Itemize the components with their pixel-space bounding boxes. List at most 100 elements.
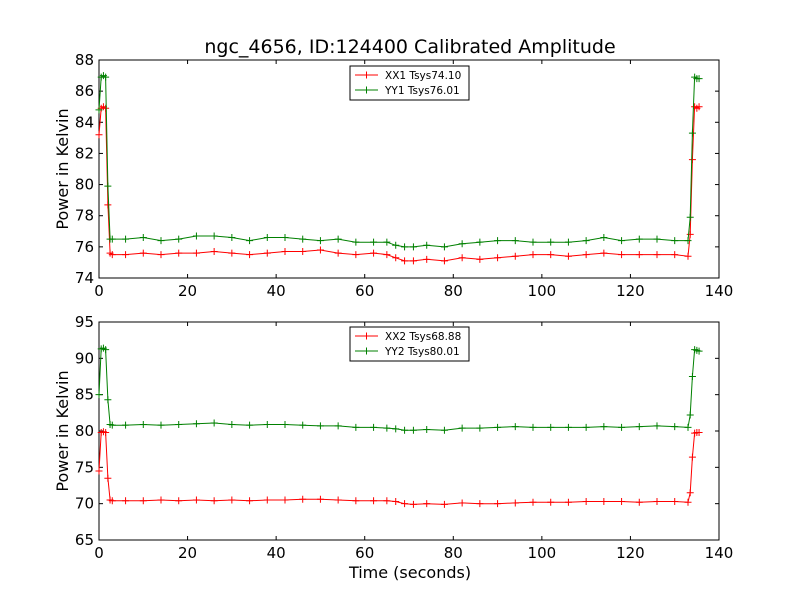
- top-xtick-label: 100: [528, 282, 557, 300]
- bottom-series-0-point: [695, 428, 703, 436]
- top-series-1-point: [383, 238, 391, 246]
- bottom-series-1-point: [102, 346, 110, 354]
- top-ytick-label: 76: [75, 238, 94, 256]
- top-series-0-point: [139, 249, 147, 257]
- bottom-series-1-point: [316, 422, 324, 430]
- top-series-1-point: [686, 213, 694, 221]
- top-series-0-point: [334, 249, 342, 257]
- top-series-0-point: [228, 249, 236, 257]
- bottom-series-1-point: [547, 423, 555, 431]
- bottom-series-1-point: [458, 424, 466, 432]
- top-xtick-label: 140: [705, 282, 734, 300]
- bottom-series-0-point: [122, 497, 130, 505]
- bottom-series-0-point: [653, 497, 661, 505]
- top-series-1-point: [299, 235, 307, 243]
- bottom-series-1-point: [299, 421, 307, 429]
- bottom-series-1-point: [671, 423, 679, 431]
- top-series-0-point: [684, 252, 692, 260]
- top-series-0-point: [263, 249, 271, 257]
- top-series-0-point: [423, 255, 431, 263]
- bottom-series-1-point: [246, 421, 254, 429]
- bottom-series-1-point: [210, 419, 218, 427]
- bottom-series-0-point: [686, 489, 694, 497]
- bottom-series-0-point: [383, 497, 391, 505]
- top-series-1-point: [635, 235, 643, 243]
- bottom-xtick-label: 40: [267, 544, 286, 562]
- top-series-0-point: [104, 201, 112, 209]
- bottom-xtick-label: 120: [616, 544, 645, 562]
- bottom-series-0-point: [511, 499, 519, 507]
- bottom-series-0-point: [157, 496, 165, 504]
- bottom-series-1-point: [423, 426, 431, 434]
- bottom-series-0-point: [370, 497, 378, 505]
- bottom-panel: 0 20 40 60 80 100 120 140 65 70 75 80 85 90 95 Power i…: [53, 313, 733, 562]
- bottom-series-1-point: [392, 425, 400, 433]
- top-xtick-label: 40: [267, 282, 286, 300]
- bottom-series-1-point: [192, 420, 200, 428]
- bottom-series-0-point: [582, 497, 590, 505]
- top-series-0-point: [529, 251, 537, 259]
- bottom-series-1-point: [281, 420, 289, 428]
- bottom-series-0-point: [228, 496, 236, 504]
- top-series-0-point: [122, 251, 130, 259]
- top-series-line-1: [98, 74, 700, 248]
- top-series-0-point: [299, 248, 307, 256]
- top-ytick-label: 86: [75, 82, 94, 100]
- bottom-series-0-point: [476, 500, 484, 508]
- bottom-series-0-point: [175, 497, 183, 505]
- top-series-0-point: [582, 251, 590, 259]
- top-series-1-point: [157, 237, 165, 245]
- bottom-series-0-point: [392, 497, 400, 505]
- top-series-1-point: [392, 241, 400, 249]
- top-series-1-point: [600, 234, 608, 242]
- top-legend-label-0: XX1 Tsys74.10: [385, 70, 461, 82]
- bottom-series-1-point: [494, 423, 502, 431]
- bottom-panel-legend: XX2 Tsys68.88 YY2 Tsys80.01: [349, 326, 470, 362]
- top-series-1-point: [108, 235, 116, 243]
- top-series-1-point: [246, 237, 254, 245]
- bottom-series-1-point: [108, 421, 116, 429]
- top-series-1-point: [695, 75, 703, 83]
- bottom-series-1-point: [600, 423, 608, 431]
- top-series-0-point: [392, 254, 400, 262]
- bottom-ytick-label: 80: [75, 422, 94, 440]
- top-legend-box: [349, 65, 470, 101]
- top-series-1-point: [409, 243, 417, 251]
- top-series-0-point: [370, 249, 378, 257]
- top-series-0-point: [618, 251, 626, 259]
- bottom-series-0-point: [281, 496, 289, 504]
- bottom-series-1-point: [401, 426, 409, 434]
- top-series-1-point: [511, 237, 519, 245]
- top-series-1-point: [334, 235, 342, 243]
- bottom-series-0-point: [600, 497, 608, 505]
- top-series-0-point: [157, 251, 165, 259]
- top-series-0-point: [564, 252, 572, 260]
- top-series-0-point: [547, 251, 555, 259]
- top-ytick-label: 82: [75, 144, 94, 162]
- bottom-ytick-label: 70: [75, 495, 94, 513]
- bottom-series-1-point: [370, 423, 378, 431]
- top-panel-ticks: 0 20 40 60 80 100 120 140 74 76 78 80 82 84 86 88: [75, 51, 733, 300]
- top-panel-frame: [98, 59, 720, 279]
- top-series-1-point: [175, 235, 183, 243]
- top-series-0-point: [440, 257, 448, 265]
- bottom-series-1-point: [564, 423, 572, 431]
- bottom-series-1-point: [263, 420, 271, 428]
- top-series-0-point: [246, 251, 254, 259]
- bottom-xtick-label: 100: [528, 544, 557, 562]
- top-series-1-point: [547, 238, 555, 246]
- top-series-1-point: [401, 243, 409, 251]
- top-series-0-point: [494, 254, 502, 262]
- bottom-xtick-label: 0: [94, 544, 104, 562]
- top-series-1-point: [582, 237, 590, 245]
- top-series-0-point: [102, 104, 110, 112]
- top-series-1-point: [370, 238, 378, 246]
- top-series-1-point: [458, 240, 466, 248]
- bottom-series-line-0: [98, 431, 700, 505]
- top-series-1-point: [352, 238, 360, 246]
- top-series-1-point: [653, 235, 661, 243]
- top-series-0-point: [653, 251, 661, 259]
- bottom-legend-box: [349, 326, 470, 362]
- top-series-1-point: [210, 232, 218, 240]
- top-legend-marker-0: [363, 71, 370, 79]
